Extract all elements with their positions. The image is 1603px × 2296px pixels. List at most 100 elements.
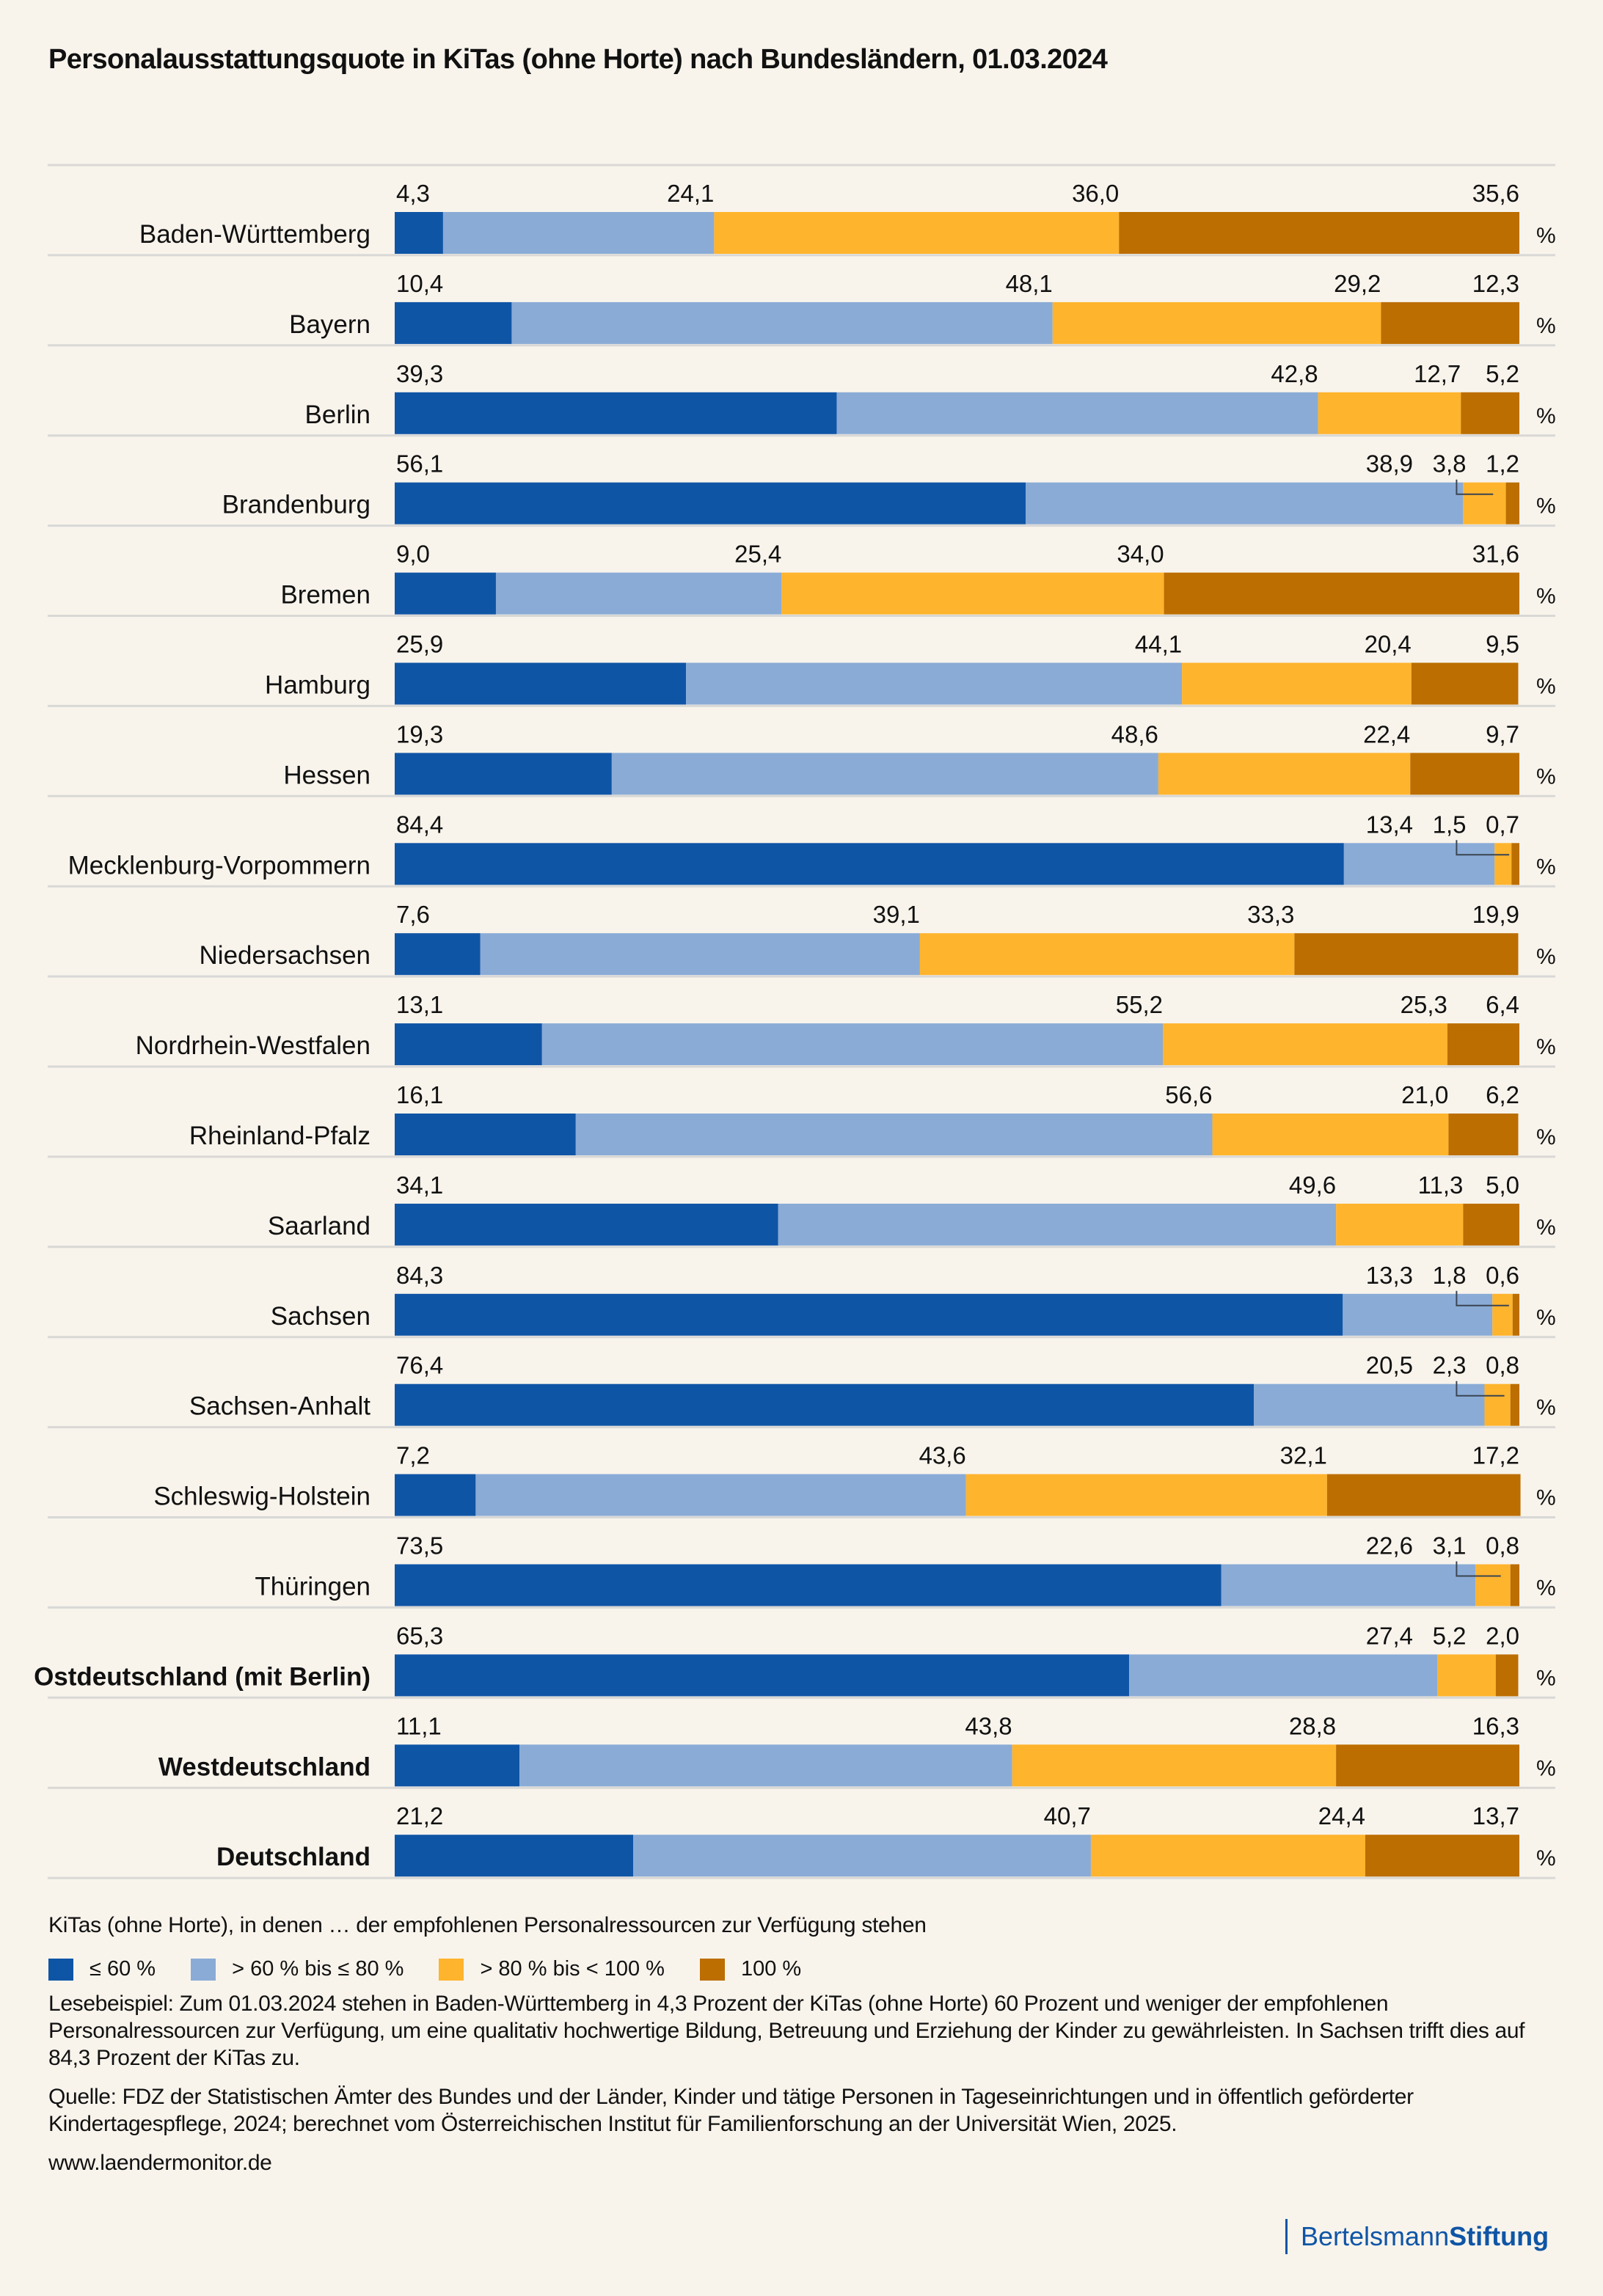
value-label: 16,3 bbox=[1472, 1712, 1519, 1739]
value-label: 42,8 bbox=[1271, 360, 1318, 387]
bar-segment bbox=[395, 1835, 633, 1877]
value-label: 7,2 bbox=[396, 1442, 430, 1469]
value-label: 34,1 bbox=[396, 1171, 443, 1199]
row-label: Thüringen bbox=[255, 1573, 370, 1601]
value-label: 48,6 bbox=[1111, 720, 1158, 747]
value-label: 1,5 bbox=[1433, 811, 1467, 838]
bar-segment bbox=[1294, 933, 1519, 976]
row-label: Mecklenburg-Vorpommern bbox=[68, 851, 370, 880]
value-label: 39,3 bbox=[396, 360, 443, 387]
row-label: Bremen bbox=[280, 581, 370, 610]
legend-label: ≤ 60 % bbox=[90, 1957, 156, 1981]
value-label: 35,6 bbox=[1472, 180, 1519, 207]
value-label: 55,2 bbox=[1116, 991, 1163, 1018]
row-label: Niedersachsen bbox=[200, 941, 370, 970]
row-label: Baden-Württemberg bbox=[139, 220, 370, 249]
bar-segment bbox=[611, 753, 1158, 795]
value-label: 38,9 bbox=[1366, 450, 1413, 478]
value-label: 56,6 bbox=[1165, 1081, 1212, 1108]
value-label: 25,3 bbox=[1401, 991, 1447, 1018]
bar-segment bbox=[1381, 301, 1519, 344]
bar-segment bbox=[395, 482, 1026, 524]
leader-line bbox=[1456, 479, 1494, 495]
bar-segment bbox=[1411, 662, 1519, 705]
value-label: 73,5 bbox=[396, 1532, 443, 1560]
unit-label: % bbox=[1536, 1756, 1556, 1780]
bar-segment bbox=[1463, 482, 1506, 524]
unit-label: % bbox=[1536, 1576, 1556, 1601]
value-label: 11,3 bbox=[1418, 1171, 1464, 1199]
row-label: Schleswig-Holstein bbox=[153, 1482, 370, 1511]
bar-segment bbox=[1492, 1293, 1513, 1336]
value-label: 20,4 bbox=[1365, 631, 1412, 658]
logo-text-bertelsmann: Bertelsmann bbox=[1301, 2221, 1450, 2251]
row-label: Hessen bbox=[283, 761, 370, 789]
bar-segment bbox=[1510, 1383, 1519, 1426]
bar-segment bbox=[1495, 1654, 1519, 1697]
value-label: 20,5 bbox=[1366, 1352, 1413, 1379]
value-label: 16,1 bbox=[396, 1081, 443, 1108]
bar-segment bbox=[395, 1474, 476, 1516]
bar-segment bbox=[395, 1654, 1130, 1697]
bar-segment bbox=[1254, 1383, 1485, 1426]
bar-segment bbox=[395, 753, 612, 795]
website-link[interactable]: www.laendermonitor.de bbox=[48, 2151, 272, 2175]
bar-segment bbox=[395, 1293, 1343, 1336]
bar-segment bbox=[1447, 1023, 1519, 1066]
bar-segment bbox=[1343, 843, 1495, 885]
unit-label: % bbox=[1536, 585, 1556, 609]
value-label: 25,4 bbox=[734, 541, 781, 568]
unit-label: % bbox=[1536, 1306, 1556, 1330]
bar-segment bbox=[1318, 392, 1461, 434]
bar-segment bbox=[778, 1203, 1337, 1246]
bar-segment bbox=[1336, 1744, 1519, 1787]
bar-segment bbox=[1463, 1203, 1519, 1246]
bar-segment bbox=[1461, 392, 1519, 434]
value-label: 6,2 bbox=[1486, 1081, 1519, 1108]
value-label: 12,7 bbox=[1414, 360, 1461, 387]
unit-label: % bbox=[1536, 1125, 1556, 1149]
value-label: 5,0 bbox=[1486, 1171, 1519, 1199]
row-label: Nordrhein-Westfalen bbox=[136, 1031, 370, 1060]
bar-segment bbox=[442, 212, 715, 254]
legend-swatch bbox=[439, 1958, 464, 1981]
value-label: 21,0 bbox=[1401, 1081, 1448, 1108]
value-label: 40,7 bbox=[1044, 1802, 1091, 1829]
legend-item-100: 100 % bbox=[699, 1957, 801, 1981]
value-label: 33,3 bbox=[1247, 901, 1294, 928]
bar-segment bbox=[480, 933, 920, 976]
value-label: 3,1 bbox=[1433, 1532, 1467, 1560]
value-label: 19,9 bbox=[1472, 901, 1519, 928]
value-label: 36,0 bbox=[1072, 180, 1119, 207]
value-label: 13,3 bbox=[1366, 1262, 1413, 1289]
value-label: 43,8 bbox=[965, 1712, 1012, 1739]
stacked-bar-chart: Baden-Württemberg 4,3 24,1 36,0 35,6% Bayern 1… bbox=[34, 164, 1556, 1879]
bar-segment bbox=[395, 1383, 1255, 1426]
bar-segment bbox=[1448, 1114, 1519, 1155]
bar-segment bbox=[475, 1474, 966, 1516]
source-note: Quelle: FDZ der Statistischen Ämter des … bbox=[48, 2085, 1414, 2136]
value-label: 31,6 bbox=[1472, 541, 1519, 568]
bar-segment bbox=[395, 1744, 520, 1787]
bar-segment bbox=[714, 212, 1120, 254]
value-label: 7,6 bbox=[396, 901, 430, 928]
bar-segment bbox=[1475, 1564, 1511, 1606]
value-label: 9,7 bbox=[1486, 720, 1519, 747]
value-label: 22,4 bbox=[1363, 720, 1410, 747]
bar-segment bbox=[1163, 1023, 1447, 1066]
bar-segment bbox=[1494, 843, 1512, 885]
bar-segment bbox=[1512, 1293, 1519, 1336]
unit-label: % bbox=[1536, 224, 1556, 248]
bar-segment bbox=[395, 392, 837, 434]
value-label: 32,1 bbox=[1280, 1442, 1327, 1469]
bar-segment bbox=[1119, 212, 1519, 254]
value-label: 5,2 bbox=[1486, 360, 1519, 387]
leader-line bbox=[1456, 1561, 1501, 1577]
bar-segment bbox=[1090, 1835, 1365, 1877]
reading-example-note: Lesebeispiel: Zum 01.03.2024 stehen in B… bbox=[48, 1992, 1525, 2070]
bar-segment bbox=[395, 1023, 542, 1066]
value-label: 5,2 bbox=[1433, 1622, 1467, 1649]
row-label: Bayern bbox=[289, 310, 370, 339]
value-label: 1,2 bbox=[1486, 450, 1519, 478]
bar-segment bbox=[1511, 843, 1519, 885]
